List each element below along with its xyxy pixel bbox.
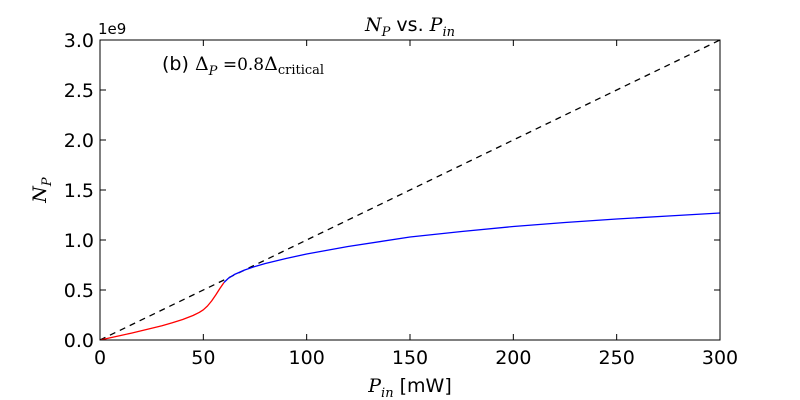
chart-title: NP vs. Pin <box>364 14 455 40</box>
x-tick-label: 200 <box>495 347 531 369</box>
y-axis-label: NP <box>29 177 55 204</box>
x-tick-label: 0 <box>94 347 106 369</box>
series-line-upper-branch <box>223 212 720 283</box>
y-tick-label: 2.0 <box>64 130 94 152</box>
x-tick-label: 300 <box>702 347 738 369</box>
x-tick-label: 250 <box>599 347 635 369</box>
x-tick-label: 50 <box>191 347 215 369</box>
y-tick-label: 3.0 <box>64 30 94 52</box>
y-tick-label: 0.5 <box>64 280 94 302</box>
axis-ticks: 0 50 100 150 200 250 300 0.0 0.5 1.0 1.5 2.0 2.5 3.0 <box>64 30 738 369</box>
series-line-linear-reference <box>100 40 720 340</box>
annotation: (b) ΔP =0.8Δcritical <box>162 53 324 79</box>
series-group <box>100 40 720 340</box>
y-offset-label: 1e9 <box>98 20 126 38</box>
x-axis-label: Pin [mW] <box>367 375 452 400</box>
y-tick-label: 1.0 <box>64 230 94 252</box>
y-tick-label: 1.5 <box>64 180 94 202</box>
y-tick-label: 0.0 <box>64 330 94 352</box>
x-tick-label: 150 <box>392 347 428 369</box>
series-line-lower-branch <box>100 282 225 340</box>
x-tick-label: 100 <box>289 347 325 369</box>
y-tick-label: 2.5 <box>64 80 94 102</box>
plot-frame <box>99 39 721 341</box>
